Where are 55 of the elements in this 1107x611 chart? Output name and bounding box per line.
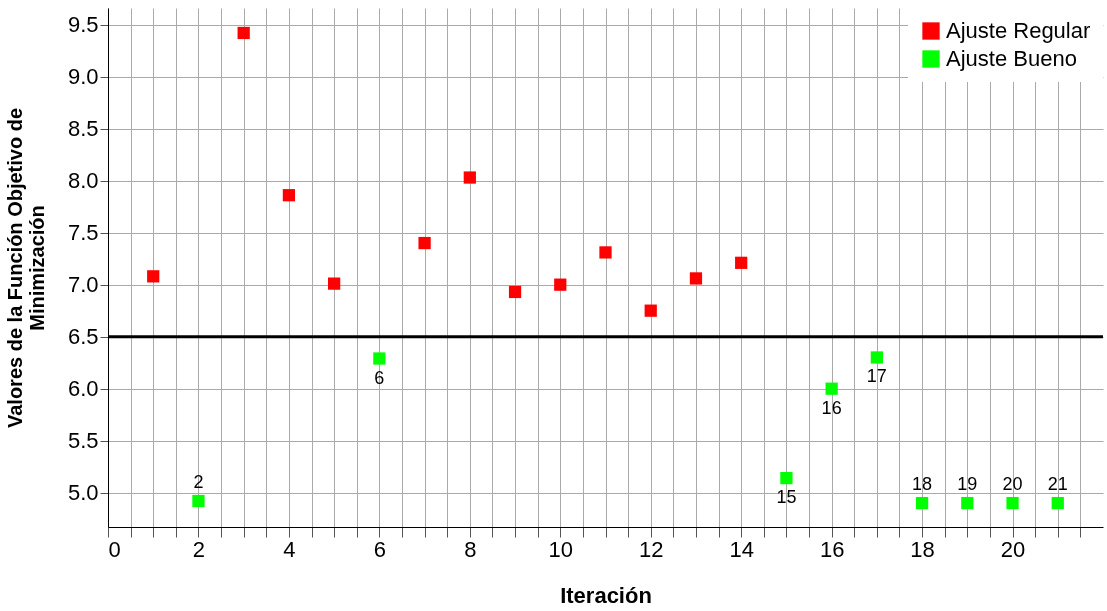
point bbox=[192, 494, 205, 508]
x-tick-label: 4 bbox=[283, 536, 296, 562]
legend-label: Ajuste Bueno bbox=[946, 46, 1077, 71]
point bbox=[373, 352, 386, 365]
y-tick-label: 6.0 bbox=[67, 376, 99, 402]
annotation: 19 bbox=[957, 474, 978, 495]
x-tick-label: 10 bbox=[548, 536, 574, 562]
annotation: 20 bbox=[1002, 474, 1023, 495]
point bbox=[825, 382, 838, 395]
point bbox=[870, 351, 883, 364]
y-axis-title: Valores de la Función Objetivo de Minimización bbox=[3, 107, 48, 429]
annotation: 6 bbox=[374, 367, 385, 388]
point bbox=[508, 285, 522, 299]
x-tick-label: 2 bbox=[192, 536, 206, 562]
y-tick-label: 7.0 bbox=[67, 272, 99, 298]
point bbox=[147, 270, 160, 283]
y-tick-label: 5.0 bbox=[67, 480, 99, 506]
y-tick-label: 6.5 bbox=[67, 324, 99, 350]
y-tick-label: 9.5 bbox=[67, 12, 99, 38]
point bbox=[599, 246, 612, 259]
point bbox=[418, 236, 431, 250]
x-axis-title: Iteración bbox=[560, 582, 652, 608]
y-tick-label: 7.5 bbox=[67, 220, 99, 246]
point bbox=[554, 278, 567, 291]
x-tick-label: 16 bbox=[819, 536, 845, 562]
x-tick-label: 6 bbox=[373, 536, 386, 562]
annotation: 18 bbox=[912, 474, 933, 495]
point bbox=[780, 471, 793, 485]
x-tick-label: 18 bbox=[910, 536, 935, 562]
x-tick-label: 20 bbox=[1000, 536, 1026, 562]
point bbox=[644, 304, 657, 317]
point bbox=[915, 496, 929, 510]
annotation: 2 bbox=[193, 472, 204, 492]
point bbox=[282, 189, 296, 202]
point bbox=[735, 256, 748, 269]
y-tick-label: 5.5 bbox=[67, 428, 99, 454]
point bbox=[1051, 496, 1064, 510]
annotation: 21 bbox=[1047, 474, 1068, 495]
legend-label: Ajuste Regular bbox=[946, 18, 1091, 43]
x-tick-label: 12 bbox=[638, 536, 664, 562]
annotation: 15 bbox=[776, 487, 797, 508]
point bbox=[961, 496, 974, 510]
x-tick-label: 8 bbox=[464, 536, 477, 562]
annotation: 17 bbox=[866, 366, 887, 387]
point bbox=[463, 171, 476, 184]
x-tick-label: 14 bbox=[729, 536, 754, 562]
y-tick-label: 8.0 bbox=[67, 168, 99, 194]
y-tick-label: 8.5 bbox=[67, 116, 99, 142]
y-tick-label: 9.0 bbox=[67, 64, 99, 90]
annotation: 16 bbox=[821, 397, 842, 418]
point bbox=[237, 26, 250, 40]
x-tick-label: 0 bbox=[108, 536, 121, 562]
point bbox=[1006, 496, 1019, 510]
point bbox=[328, 277, 341, 290]
point bbox=[689, 272, 703, 285]
